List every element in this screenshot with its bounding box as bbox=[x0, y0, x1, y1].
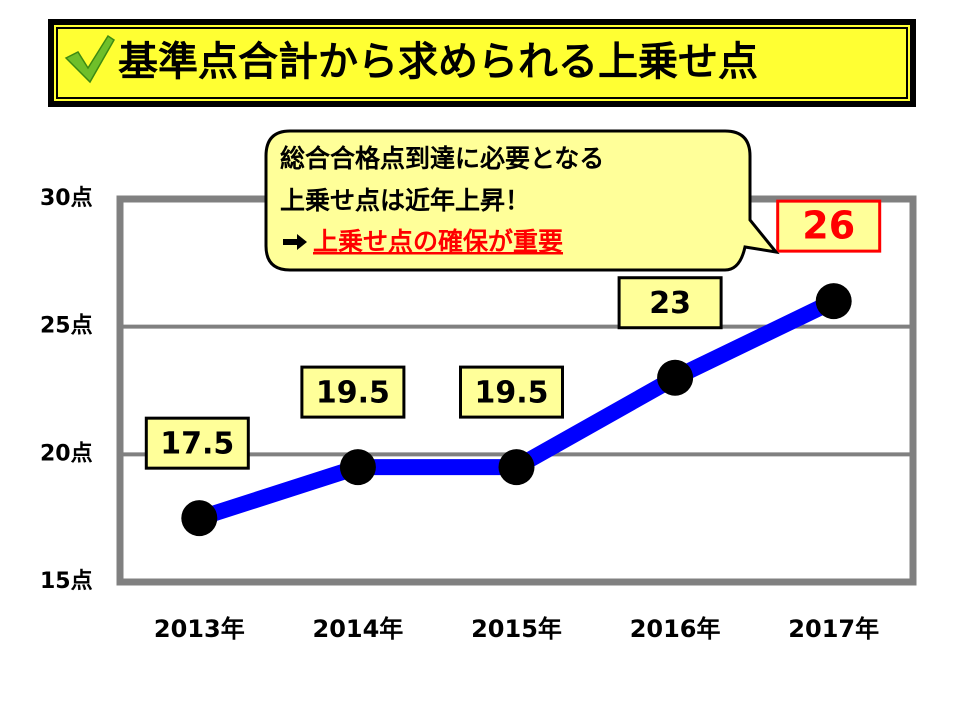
callout-line: 上乗せ点は近年上昇！ bbox=[280, 186, 530, 215]
callout-line: 総合合格点到達に必要となる bbox=[280, 144, 604, 173]
title-box bbox=[54, 25, 910, 101]
value-label: 19.5 bbox=[474, 376, 548, 411]
value-label: 17.5 bbox=[160, 427, 234, 462]
x-tick-label: 2017年 bbox=[788, 615, 879, 643]
chart-title: 基準点合計から求められる上乗せ点 bbox=[118, 39, 758, 85]
point bbox=[657, 359, 694, 396]
title-inner bbox=[56, 27, 908, 99]
point bbox=[498, 449, 535, 486]
callout-emphasis: 上乗せ点の確保が重要 bbox=[313, 227, 563, 256]
value-label-box bbox=[300, 365, 406, 419]
point bbox=[339, 449, 376, 486]
value-label-box bbox=[459, 365, 564, 419]
x-tick-label: 2014年 bbox=[313, 615, 404, 643]
x-tick-label: 2015年 bbox=[471, 615, 562, 643]
check-icon bbox=[64, 34, 115, 84]
y-tick-label: 15点 bbox=[40, 568, 93, 594]
y-tick-label: 25点 bbox=[40, 313, 93, 339]
value-label: 23 bbox=[649, 286, 691, 321]
arrow-icon bbox=[283, 234, 307, 250]
value-label-box bbox=[776, 199, 882, 253]
value-label-box bbox=[144, 416, 250, 470]
value-label: 19.5 bbox=[316, 376, 390, 411]
point bbox=[815, 283, 852, 320]
point bbox=[181, 500, 218, 537]
x-tick-label: 2013年 bbox=[154, 615, 245, 643]
value-label-box bbox=[617, 276, 723, 330]
y-tick-label: 20点 bbox=[40, 440, 93, 466]
y-tick-label: 30点 bbox=[40, 185, 93, 211]
x-tick-label: 2016年 bbox=[630, 615, 721, 643]
callout bbox=[264, 129, 780, 272]
value-label: 26 bbox=[802, 204, 855, 248]
